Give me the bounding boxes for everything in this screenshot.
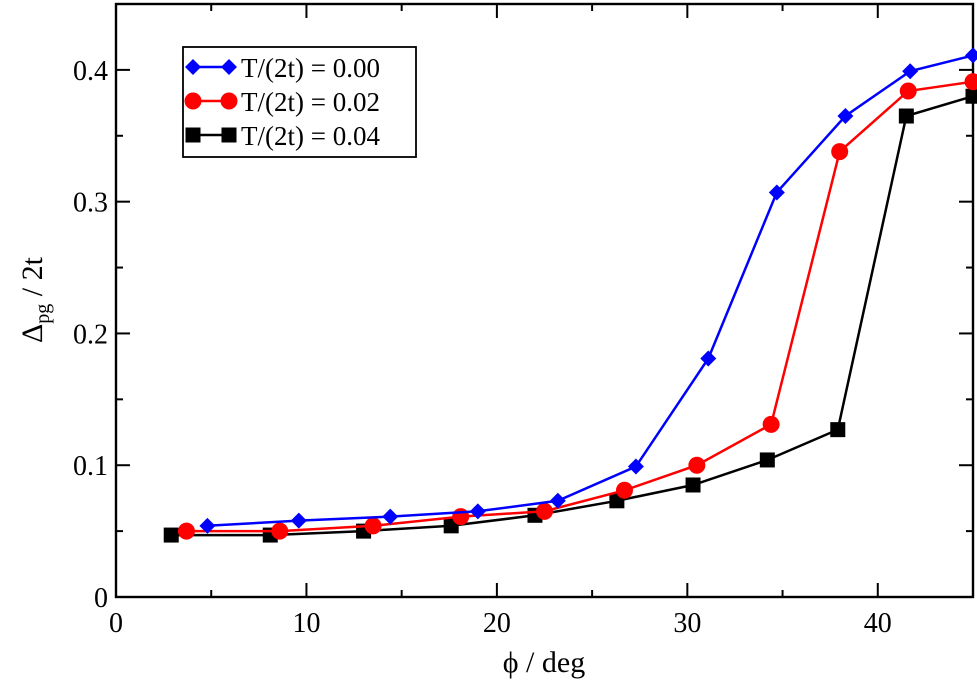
data-point <box>759 452 775 468</box>
data-point <box>965 47 977 64</box>
data-point <box>898 108 914 124</box>
y-tick-label: 0.4 <box>73 56 108 87</box>
legend-entry: T/(2t) = 0.04 <box>185 121 380 151</box>
plot-frame <box>114 2 975 599</box>
data-point <box>965 88 977 104</box>
data-point <box>837 108 854 125</box>
legend-marker <box>220 92 238 110</box>
legend-entry: T/(2t) = 0.02 <box>184 87 380 117</box>
data-point <box>688 456 706 474</box>
y-axis-label-main: Δ <box>16 324 49 343</box>
series-line <box>171 95 974 537</box>
y-axis-label-subscript: pg <box>32 304 54 324</box>
data-point <box>685 477 701 493</box>
x-tick-label: 40 <box>864 608 892 639</box>
data-point <box>627 458 644 475</box>
data-point <box>290 512 307 529</box>
legend-marker <box>221 59 237 75</box>
y-axis-label-tail: / 2t <box>16 256 49 303</box>
data-point <box>271 522 289 540</box>
data-point <box>762 415 780 433</box>
legend-label: T/(2t) = 0.00 <box>241 53 380 83</box>
legend-marker <box>221 127 237 143</box>
series-circle <box>177 73 977 540</box>
data-point <box>549 492 566 509</box>
legend-marker <box>185 59 201 75</box>
data-point <box>964 73 977 91</box>
data-point <box>163 527 179 543</box>
legend-label: T/(2t) = 0.02 <box>241 87 380 117</box>
y-axis-label: Δpg / 2t <box>16 256 54 343</box>
x-axis-label: ϕ / deg <box>503 646 585 679</box>
x-tick-label: 30 <box>673 608 701 639</box>
data-point <box>199 517 216 534</box>
y-tick-label: 0.3 <box>73 188 108 219</box>
data-point <box>469 503 486 520</box>
data-point <box>615 481 633 499</box>
data-point <box>452 508 470 526</box>
data-point <box>899 82 917 100</box>
legend-entry: T/(2t) = 0.00 <box>185 53 380 83</box>
y-tick-label: 0.2 <box>73 319 108 350</box>
data-point <box>382 508 399 525</box>
data-point <box>364 517 382 535</box>
x-tick-label: 10 <box>292 608 320 639</box>
data-point <box>536 502 553 520</box>
legend-marker <box>184 92 202 110</box>
data-point <box>700 350 717 367</box>
data-point <box>768 184 785 201</box>
x-tick-label: 0 <box>109 608 123 639</box>
legend-marker <box>185 127 201 143</box>
y-tick-label: 0 <box>94 583 108 614</box>
data-point <box>902 63 919 80</box>
series-diamond <box>199 47 977 534</box>
data-point <box>177 522 195 540</box>
x-tick-label: 20 <box>483 608 511 639</box>
data-point <box>830 422 846 438</box>
data-point <box>831 143 849 161</box>
y-tick-label: 0.1 <box>73 451 108 482</box>
legend-label: T/(2t) = 0.04 <box>241 121 380 151</box>
